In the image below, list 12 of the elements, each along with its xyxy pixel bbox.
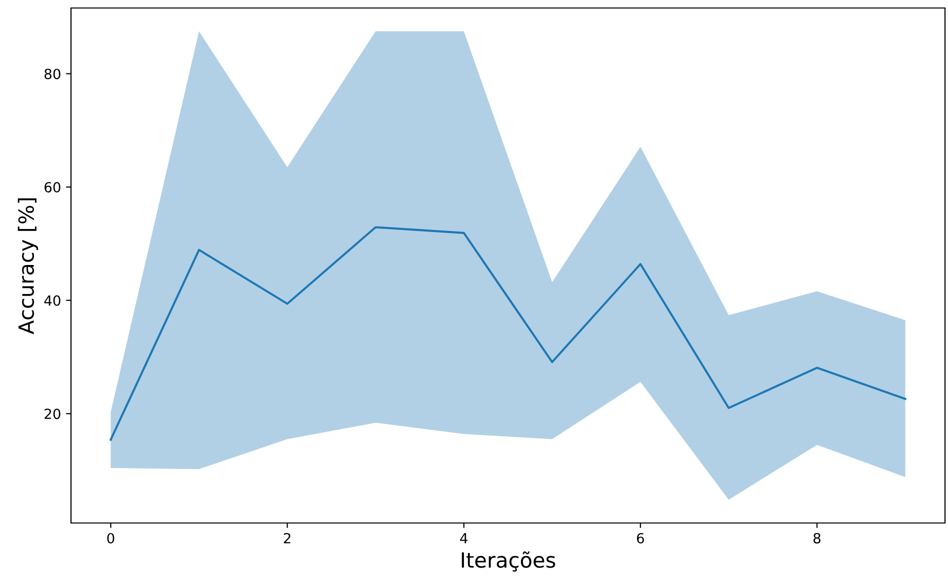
x-tick-label: 8 (814, 532, 820, 544)
y-tick-label: 80 (44, 68, 60, 80)
y-tick-label: 20 (44, 408, 60, 420)
x-tick-label: 0 (107, 532, 114, 544)
x-tick-label: 6 (636, 532, 644, 544)
y-axis-title: Accuracy [%] (18, 198, 38, 334)
x-tick-label: 4 (460, 533, 468, 544)
y-tick-label: 40 (44, 295, 60, 306)
x-tick-label: 2 (284, 532, 290, 544)
x-axis-title: Iterações (462, 551, 556, 572)
y-tick-label: 60 (44, 182, 60, 193)
line-series (110, 226, 906, 441)
